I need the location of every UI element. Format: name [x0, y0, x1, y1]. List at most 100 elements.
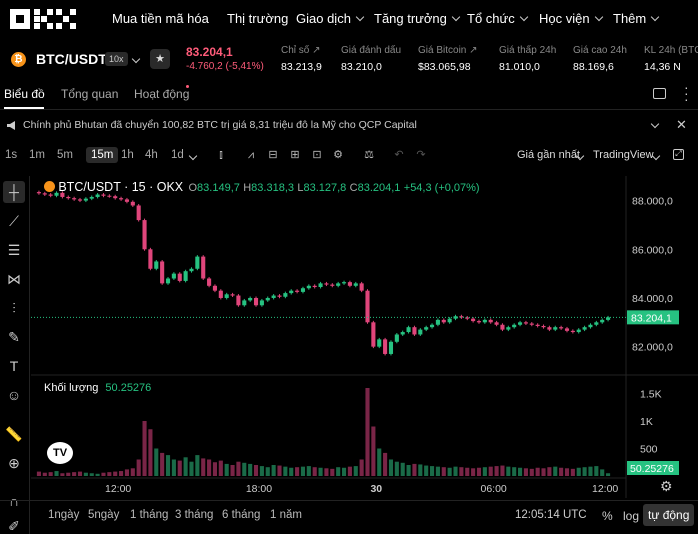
stat-label: Giá thấp 24h	[499, 45, 557, 56]
compare-icon[interactable]: ⊞	[290, 149, 300, 161]
price-tick-label: 84.000,0	[632, 293, 673, 305]
crosshair-icon[interactable]: ┼	[3, 181, 25, 203]
stat-label[interactable]: Giá Bitcoin ↗	[418, 45, 478, 56]
volume-bar	[559, 467, 564, 476]
price-chart[interactable]: 88.000,0 86.000,0 84.000,0 82.000,0 1.5K 1K 50…	[31, 176, 698, 498]
tradingview-logo[interactable]: TV	[47, 442, 73, 464]
stat-value: 88.169,6	[573, 61, 614, 73]
news-ticker[interactable]: Chính phủ Bhutan đã chuyển 100,82 BTC tr…	[23, 119, 417, 131]
chart-lib-chevron-icon[interactable]	[651, 151, 661, 165]
nav-item-2[interactable]: Giao dịch	[296, 11, 365, 26]
emoji-icon[interactable]: ☺	[6, 387, 22, 403]
candle-body	[394, 334, 399, 342]
indicators-icon[interactable]: ⩘	[247, 149, 255, 161]
settings-gear-icon[interactable]: ⚙	[333, 149, 343, 161]
tab-activity[interactable]: Hoạt động	[134, 87, 190, 101]
chart-lib-select[interactable]: TradingView	[593, 149, 654, 161]
volume-bar	[259, 466, 264, 476]
nav-item-1[interactable]: Thị trường	[227, 11, 288, 26]
scales-icon[interactable]: ⚖	[364, 149, 374, 161]
chart-legend: BTC/USDT · 15 · OKX O83.149,7 H83.318,3 …	[44, 180, 480, 194]
volume-bar	[441, 467, 446, 476]
candle-body	[107, 195, 112, 197]
nav-item-3[interactable]: Tăng trưởng	[374, 11, 461, 26]
fib-icon[interactable]: ⫶	[12, 300, 16, 316]
horizontal-lines-icon[interactable]: ☰	[7, 242, 21, 258]
favorite-star-icon[interactable]: ★	[150, 49, 170, 69]
price-mode-chevron-icon[interactable]	[575, 151, 585, 165]
range-2[interactable]: 1 tháng	[130, 509, 169, 521]
volume-bar	[306, 466, 311, 476]
timeframe-5m[interactable]: 5m	[57, 149, 73, 161]
candle-body	[207, 278, 212, 286]
undo-icon[interactable]: ↶	[394, 149, 404, 161]
log-toggle[interactable]: log	[623, 509, 640, 523]
time-tick-label: 30	[370, 483, 382, 495]
volume-bar	[54, 471, 59, 476]
timeframe-1m[interactable]: 1m	[29, 149, 45, 161]
pattern-icon[interactable]: ⋈	[7, 271, 21, 287]
nav-item-4[interactable]: Tổ chức	[467, 11, 528, 26]
candle-body	[435, 319, 440, 325]
nav-item-6[interactable]: Thêm	[613, 11, 660, 26]
timeframe-1h[interactable]: 1h	[121, 149, 134, 161]
pencil-lock-icon[interactable]: ✐	[8, 518, 20, 534]
nav-item-0[interactable]: Mua tiền mã hóa	[112, 11, 209, 26]
volume-bar	[418, 464, 423, 476]
candle-body	[201, 256, 206, 279]
last-price-tag	[627, 310, 679, 325]
timeframe-15m[interactable]: 15m	[86, 147, 119, 163]
volume-bar	[553, 466, 558, 476]
percent-toggle[interactable]: %	[602, 509, 613, 523]
volume-bar	[89, 473, 94, 476]
candle-body	[570, 330, 575, 333]
redo-icon[interactable]: ↷	[416, 149, 426, 161]
stat-label[interactable]: Chỉ số ↗	[281, 45, 321, 56]
range-0[interactable]: 1ngày	[48, 509, 80, 521]
chevron-down-icon	[594, 12, 603, 22]
candle-type-icon[interactable]: ⫾	[219, 149, 223, 161]
price-mode-select[interactable]: Giá gần nhất	[517, 149, 580, 161]
volume-bar	[476, 467, 482, 476]
chart-settings-gear-icon[interactable]: ⚙	[660, 478, 673, 494]
brush-icon[interactable]: ✎	[8, 329, 20, 345]
tab-overview[interactable]: Tổng quan	[61, 87, 119, 101]
candle-body	[277, 295, 282, 297]
timeframe-dropdown-chevron-icon[interactable]	[188, 151, 198, 165]
news-close-icon[interactable]: ✕	[676, 117, 687, 132]
timeframe-1d[interactable]: 1d	[171, 149, 184, 161]
range-1[interactable]: 5ngày	[88, 509, 120, 521]
zoom-in-icon[interactable]: ⊕	[8, 455, 20, 471]
volume-bar	[95, 473, 100, 476]
timeframe-1s[interactable]: 1s	[5, 149, 18, 161]
ruler-icon[interactable]: ⊟	[268, 149, 278, 161]
trendline-icon[interactable]: ⟋	[9, 213, 19, 229]
external-link-icon[interactable]: ↗	[466, 45, 478, 56]
more-icon[interactable]: · · ·	[684, 79, 689, 107]
text-icon[interactable]: T	[9, 358, 19, 374]
range-5[interactable]: 1 năm	[270, 509, 302, 521]
auto-scale-toggle[interactable]: tự động	[643, 504, 695, 526]
candle-body	[236, 295, 241, 306]
range-4[interactable]: 6 tháng	[222, 509, 261, 521]
magnet-icon[interactable]: ∩	[8, 493, 20, 509]
nav-item-5[interactable]: Học viện	[539, 11, 603, 26]
okx-logo[interactable]	[10, 9, 76, 29]
tab-chart[interactable]: Biểu đồ	[4, 87, 45, 101]
layout-toggle-icon[interactable]	[653, 88, 666, 99]
external-link-icon[interactable]: ↗	[309, 45, 321, 56]
pair-dropdown-chevron-icon[interactable]	[131, 54, 141, 68]
candle-body	[383, 339, 388, 354]
pair-name[interactable]: BTC/USDT	[36, 51, 107, 67]
volume-bar	[347, 466, 352, 476]
templates-icon[interactable]: ⊡	[312, 149, 322, 161]
range-3[interactable]: 3 tháng	[175, 509, 214, 521]
measure-ruler-icon[interactable]: 📏	[5, 426, 23, 442]
candle-body	[283, 293, 288, 297]
timeframe-4h[interactable]: 4h	[145, 149, 158, 161]
volume-bar	[48, 472, 53, 476]
fullscreen-icon[interactable]: ⤢	[673, 149, 684, 160]
news-collapse-chevron-icon[interactable]	[650, 119, 660, 133]
candle-body	[101, 194, 106, 196]
volume-bar	[107, 472, 112, 476]
